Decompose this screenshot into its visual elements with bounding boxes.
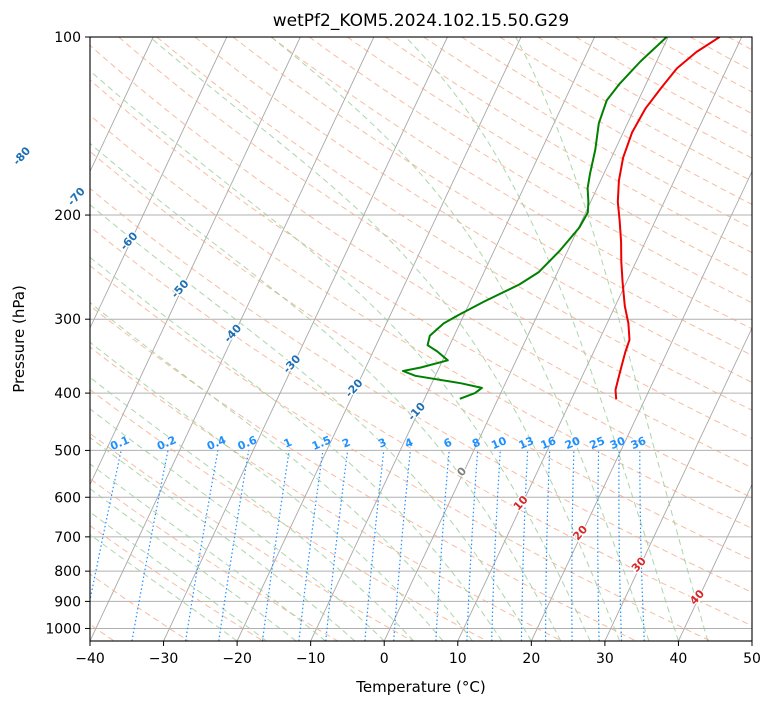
isotherm-line <box>457 37 743 641</box>
isotherm-line <box>90 37 228 330</box>
isotherm-line <box>530 170 752 641</box>
x-tick-label: 10 <box>449 651 467 667</box>
y-tick-label: 500 <box>54 443 81 459</box>
y-axis-title: Pressure (hPa) <box>10 285 28 393</box>
dry-adiabat <box>537 37 752 159</box>
isotherm-line <box>90 37 301 486</box>
isotherm-line <box>90 37 375 641</box>
dry-adiabat <box>90 225 752 627</box>
plot-area <box>90 37 752 641</box>
x-tick-label: −40 <box>75 651 105 667</box>
dry-adiabat <box>423 37 752 229</box>
moist-adiabat <box>90 463 326 641</box>
x-tick-label: 40 <box>670 651 688 667</box>
x-axis-title: Temperature (°C) <box>355 678 485 696</box>
moist-adiabat <box>90 408 385 641</box>
dry-adiabat <box>156 37 752 411</box>
dry-adiabat <box>270 37 752 330</box>
moist-adiabat <box>90 533 238 641</box>
mixing-ratio-label: 10 <box>489 434 508 452</box>
dry-adiabat <box>118 37 752 440</box>
dry-adiabat <box>347 37 752 279</box>
dewpoint-line <box>402 37 668 400</box>
y-axis: 100 200 300 400 500 600 700 800 900 1000 <box>45 30 90 637</box>
dry-adiabat <box>90 114 752 530</box>
dry-adiabat <box>461 37 752 206</box>
x-tick-label: 50 <box>743 651 761 667</box>
isotherm-line <box>678 483 752 641</box>
y-tick-label: 600 <box>54 490 81 506</box>
dry-adiabat <box>194 37 752 383</box>
dry-adiabat <box>90 79 752 499</box>
chart-title: wetPf2_KOM5.2024.102.15.50.G29 <box>273 11 569 31</box>
x-axis: −40 −30 −20 −10 0 10 20 30 40 50 <box>75 641 761 667</box>
dry-adiabat <box>90 187 752 593</box>
moist-adiabat <box>270 37 650 641</box>
y-tick-label: 1000 <box>45 621 81 637</box>
moist-adiabats <box>90 37 709 641</box>
mixing-ratio-label: 20 <box>563 434 582 452</box>
y-tick-label: 300 <box>54 312 81 328</box>
moist-adiabat <box>90 256 503 641</box>
mixing-ratio-line <box>298 450 324 641</box>
dry-adiabat <box>90 44 752 469</box>
x-tick-label: −10 <box>296 651 326 667</box>
mixing-ratio-label: 36 <box>629 434 648 452</box>
isotherm-grid <box>90 37 752 641</box>
x-tick-label: 30 <box>596 651 614 667</box>
isotherm-line <box>163 37 448 641</box>
mixing-ratio-line <box>261 450 290 641</box>
moist-adiabat <box>515 37 709 641</box>
mixing-ratio-line <box>90 450 122 603</box>
plot-frame <box>89 36 753 642</box>
mixing-ratio-label: 25 <box>588 434 607 452</box>
isotherm-line <box>90 37 154 173</box>
moist-adiabat <box>90 70 591 641</box>
y-tick-label: 400 <box>54 386 81 402</box>
y-tick-label: 900 <box>54 594 81 610</box>
dry-adiabat <box>90 524 264 641</box>
mixing-ratio-label: 16 <box>539 434 558 452</box>
dry-adiabats <box>90 37 752 641</box>
mixing-ratio-line <box>218 450 250 641</box>
isotherm-line <box>604 326 752 641</box>
dry-adiabat <box>90 150 752 561</box>
dry-adiabat <box>90 305 637 641</box>
moist-adiabat <box>405 37 679 641</box>
dry-adiabat <box>90 264 712 641</box>
moist-adiabat <box>90 301 473 641</box>
x-tick-label: 20 <box>522 651 540 667</box>
sounding-profiles <box>402 37 721 400</box>
y-tick-label: 200 <box>54 208 81 224</box>
isotherm-line <box>383 37 669 641</box>
temperature-line <box>614 37 721 400</box>
y-tick-label: 800 <box>54 564 81 580</box>
mixing-ratio-lines <box>90 450 645 641</box>
moist-adiabat <box>90 204 532 641</box>
mixing-ratio-line <box>131 450 169 641</box>
mixing-ratio-line <box>185 450 219 641</box>
moist-adiabat <box>90 142 562 641</box>
moist-adiabat <box>90 436 356 641</box>
x-tick-label: 0 <box>380 651 389 667</box>
y-tick-label: 100 <box>54 30 81 46</box>
moist-adiabat <box>90 511 267 641</box>
x-tick-label: −30 <box>149 651 179 667</box>
x-tick-label: −20 <box>222 651 252 667</box>
mixing-ratio-label: 30 <box>608 434 627 452</box>
dry-adiabat <box>232 37 752 356</box>
mixing-ratio-label: 13 <box>517 434 536 452</box>
isotherm-line <box>236 37 522 641</box>
moist-adiabat <box>90 341 444 641</box>
y-tick-label: 700 <box>54 530 81 546</box>
moist-adiabat <box>149 37 621 641</box>
dry-adiabat <box>90 478 339 641</box>
